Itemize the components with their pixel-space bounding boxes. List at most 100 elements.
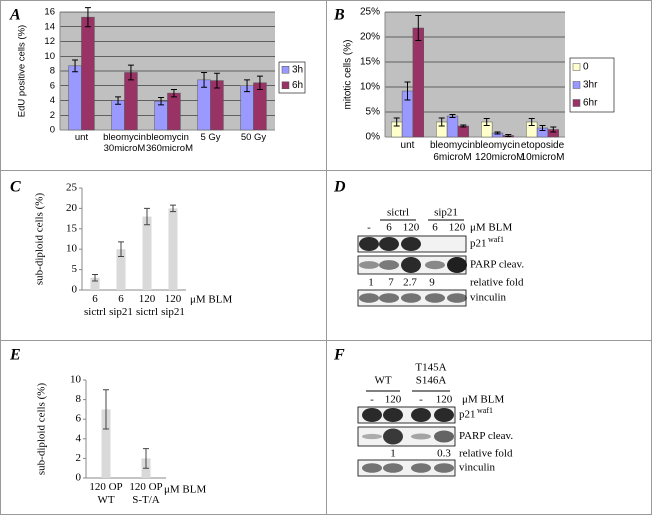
- group-label: T145A: [415, 362, 446, 374]
- row-label-sup: waf1: [488, 235, 504, 244]
- annotation: μM BLM: [164, 484, 206, 496]
- blot-band: [401, 257, 421, 273]
- x-tick-label: unt: [400, 140, 415, 151]
- blot-band: [383, 463, 403, 473]
- panel-label: D: [333, 179, 346, 196]
- blot-band: [434, 430, 454, 443]
- blot-band: [362, 408, 382, 422]
- y-tick-label: 10: [66, 243, 78, 255]
- panel-label: F: [333, 347, 345, 364]
- y-tick-label: 8: [76, 393, 82, 405]
- lane-label: 6: [432, 222, 438, 234]
- group-label: sip21: [434, 207, 458, 219]
- bar: [101, 409, 111, 478]
- error-bar: [256, 75, 263, 90]
- y-tick-label: 4: [76, 432, 82, 444]
- error-bar: [170, 204, 176, 213]
- error-bar: [438, 117, 445, 127]
- blot-band: [434, 408, 454, 422]
- error-bar: [103, 389, 109, 430]
- y-tick-label: 8: [50, 66, 55, 77]
- bar: [168, 208, 178, 290]
- x-tick-label: 120 sip21: [161, 293, 185, 318]
- error-bar: [550, 126, 557, 133]
- error-bar: [170, 88, 177, 98]
- blot-band: [379, 260, 399, 270]
- y-tick-label: 0: [50, 125, 55, 136]
- y-tick-label: 6: [76, 413, 82, 425]
- error-bar: [393, 117, 400, 127]
- error-bar: [528, 118, 535, 126]
- bar: [90, 277, 100, 290]
- bar: [116, 249, 126, 290]
- y-tick-label: 25: [66, 182, 78, 194]
- error-bar: [118, 241, 124, 258]
- fold-value: 9: [429, 277, 435, 289]
- row-label: p21: [470, 238, 487, 250]
- blot-band: [425, 293, 445, 303]
- lane-label: 6: [386, 222, 392, 234]
- fold-value: 1: [390, 448, 396, 460]
- error-bar: [144, 207, 150, 226]
- bar: [81, 16, 95, 131]
- y-tick-label: 0: [72, 284, 78, 296]
- y-tick-label: 20%: [360, 32, 380, 43]
- error-bar: [92, 273, 98, 282]
- row-label: PARP cleav.: [459, 430, 513, 442]
- fold-value: 2.7: [403, 277, 417, 289]
- blot-band: [383, 408, 403, 422]
- blot-band: [425, 260, 445, 270]
- lane-label: -: [370, 394, 374, 406]
- row-label: PARP cleav.: [470, 259, 524, 271]
- x-tick-label: unt: [74, 132, 89, 143]
- row-label: vinculin: [470, 292, 507, 304]
- blot-band: [411, 463, 431, 473]
- x-tick-label: bleomycin 120microM: [475, 140, 525, 163]
- bar: [68, 65, 82, 131]
- error-bar: [483, 118, 490, 126]
- y-tick-label: 15: [66, 222, 78, 234]
- bar: [457, 125, 469, 138]
- legend-label: 0: [583, 62, 589, 73]
- y-tick-label: 16: [44, 7, 55, 18]
- y-axis-title: EdU positive cells (%): [17, 25, 28, 117]
- blot-band: [379, 237, 399, 251]
- y-tick-label: 12: [44, 36, 55, 47]
- y-tick-label: 0: [76, 472, 82, 484]
- legend-label: 3hr: [583, 80, 598, 91]
- y-tick-label: 6: [50, 80, 55, 91]
- blot-band: [359, 293, 379, 303]
- x-tick-label: bleomycin 6microM: [430, 140, 476, 163]
- row-label-sup: waf1: [477, 406, 493, 415]
- x-tick-label: 120 sictrl: [136, 293, 158, 318]
- x-tick-label: 6 sip21: [109, 293, 133, 318]
- fold-value: 0.3: [437, 448, 451, 460]
- bar: [446, 115, 459, 138]
- legend-swatch: [572, 99, 581, 107]
- blot-band: [379, 293, 399, 303]
- bar: [412, 27, 424, 138]
- bar: [124, 72, 138, 131]
- panel-label: C: [10, 179, 21, 196]
- y-tick-label: 2: [76, 452, 82, 464]
- error-bar: [84, 7, 91, 28]
- blot-band: [411, 408, 431, 422]
- error-bar: [115, 96, 122, 105]
- blot-strip: [357, 406, 456, 424]
- lane-label: -: [367, 222, 371, 234]
- error-bar: [213, 72, 220, 89]
- bar: [142, 216, 152, 290]
- error-bar: [449, 114, 456, 118]
- row-label: vinculin: [459, 462, 496, 474]
- y-tick-label: 2: [50, 110, 55, 121]
- y-tick-label: 5: [72, 263, 78, 275]
- error-bar: [494, 131, 501, 135]
- error-bar: [539, 125, 546, 131]
- legend-label: 6hr: [583, 98, 598, 109]
- y-tick-label: 15%: [360, 57, 380, 68]
- blot-band: [447, 293, 467, 303]
- annotation: μM BLM: [190, 294, 232, 306]
- error-bar: [143, 448, 149, 469]
- y-tick-label: 20: [66, 202, 78, 214]
